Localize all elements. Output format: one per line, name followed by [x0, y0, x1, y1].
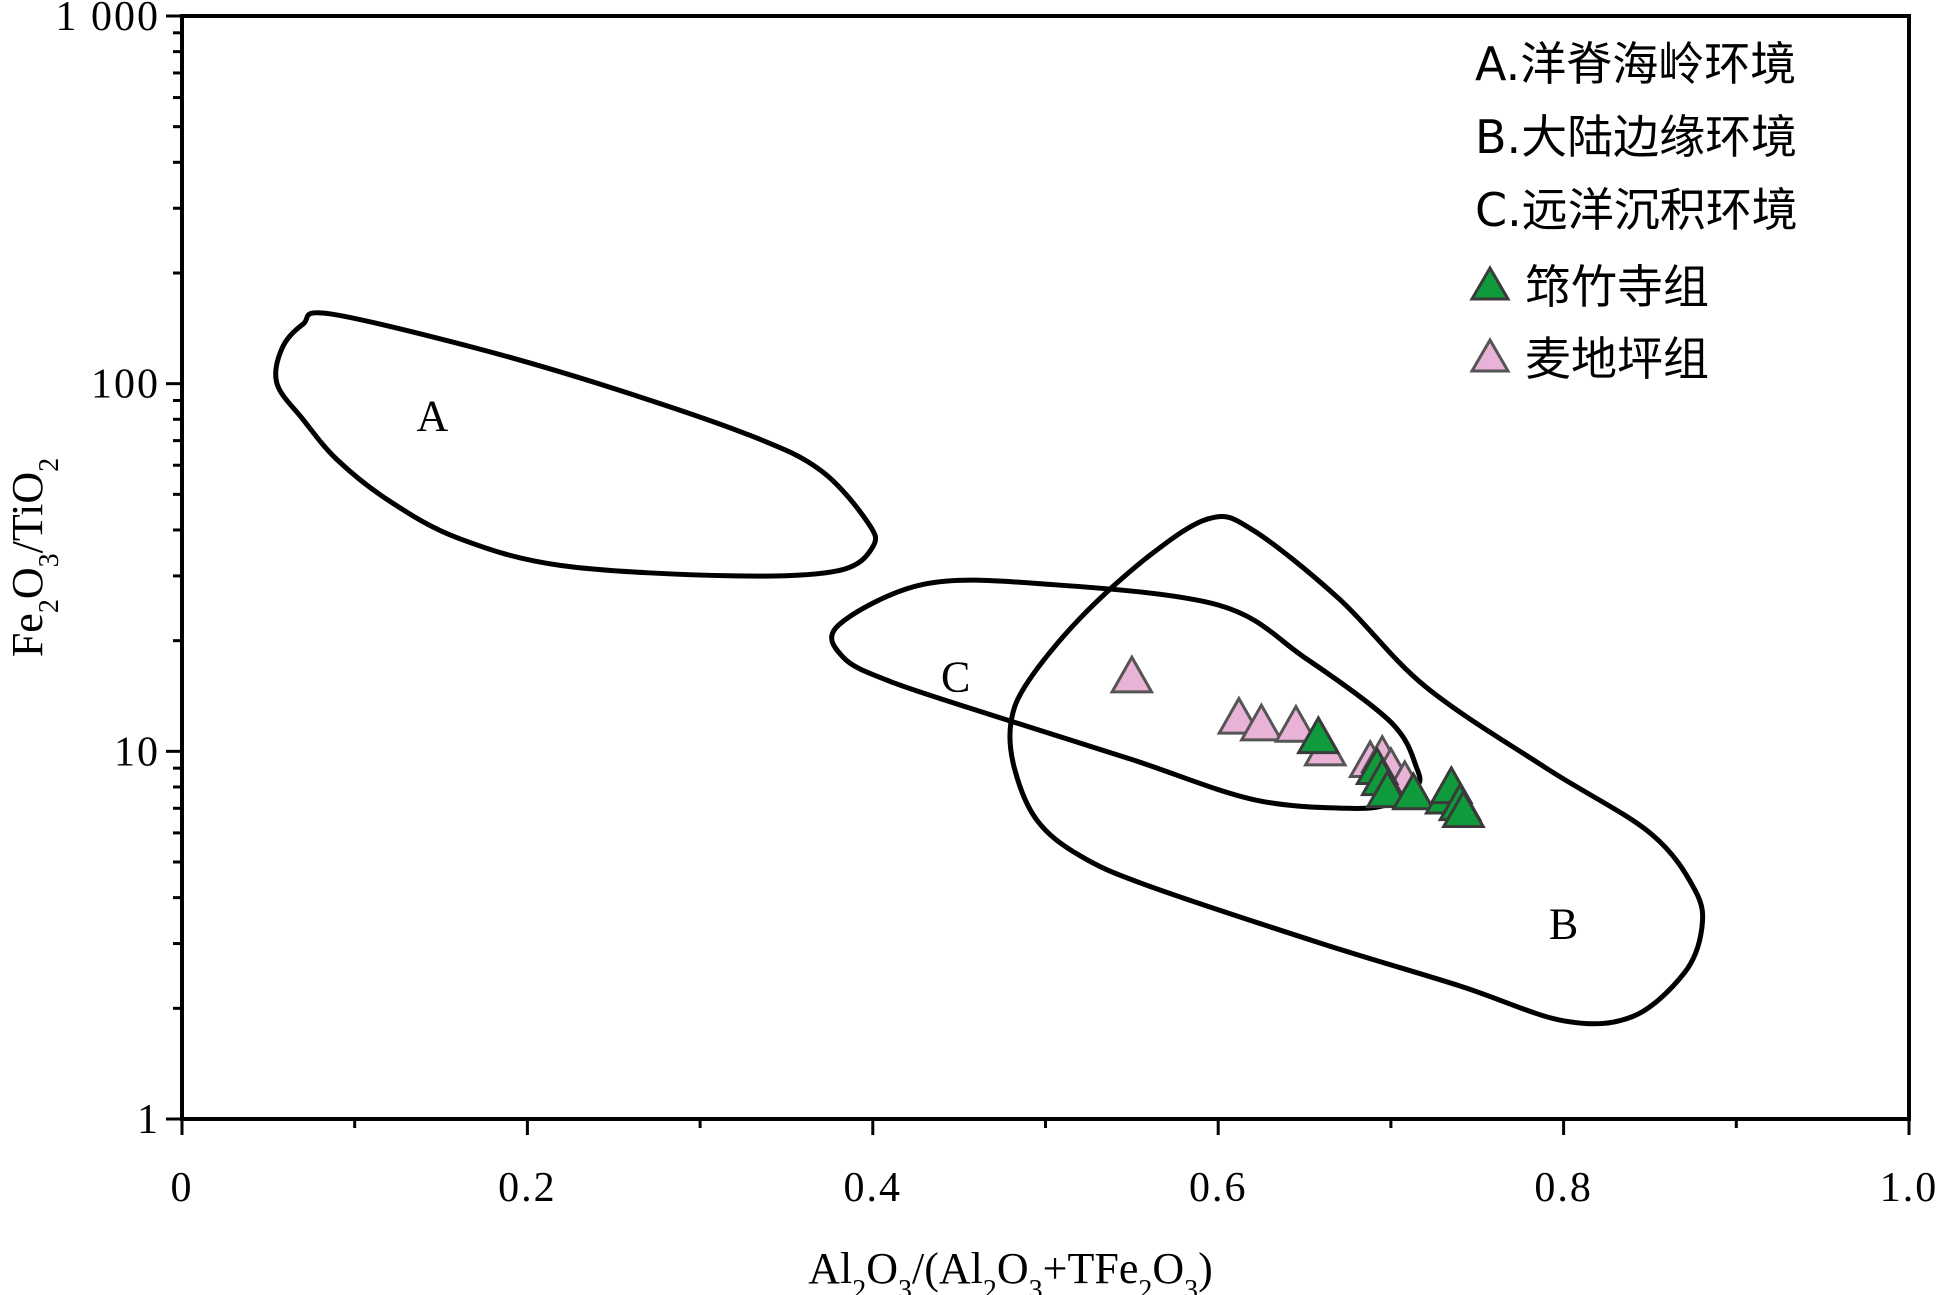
- region-c-outline: [829, 577, 1423, 811]
- region-a-label: A: [417, 391, 449, 440]
- qiongzhusi-point-4: [1391, 771, 1436, 811]
- maidiping-point-2: [1239, 702, 1284, 742]
- maidiping-point-3: [1273, 703, 1319, 743]
- x-tick-label: 0: [171, 1165, 194, 1211]
- plot-frame: [180, 14, 1911, 1121]
- x-tick-label: 0.6: [1189, 1165, 1248, 1211]
- legend-marker-maidiping: [1469, 337, 1511, 373]
- legend-entry-b: B.大陆边缘环境: [1475, 110, 1797, 164]
- legend-entry-qiongzhusi: 筇竹寺组: [1525, 260, 1709, 314]
- legend-entry-maidiping: 麦地坪组: [1525, 332, 1709, 386]
- y-tick-label: 100: [91, 362, 160, 408]
- region-b-label: B: [1549, 900, 1578, 949]
- legend-entry-c: C.远洋沉积环境: [1475, 183, 1798, 237]
- x-axis-title: Al2O3/(Al2O3+TFe2O3): [808, 1244, 1213, 1295]
- x-tick-label: 0.4: [844, 1165, 903, 1211]
- y-tick-label: 1 000: [56, 0, 161, 40]
- y-axis-title: Fe2O3/TiO2: [3, 458, 65, 657]
- legend-entry-a: A.洋脊海岭环境: [1475, 37, 1796, 91]
- axes: 0 0.2 0.4 0.6 0.8 1.0 1 10 100 1 000 Al2O3/(Al2O3+…: [3, 0, 1939, 1295]
- qiongzhusi-point-3: [1365, 768, 1410, 809]
- x-tick-label: 0.2: [498, 1165, 557, 1211]
- x-tick-label: 0.8: [1534, 1165, 1593, 1211]
- region-c-label: C: [941, 652, 970, 701]
- qiongzhusi-point-0: [1296, 714, 1341, 755]
- maidiping-point-0: [1109, 654, 1155, 694]
- region-a-outline: [273, 310, 879, 579]
- legend-marker-qiongzhusi: [1469, 265, 1511, 301]
- x-tick-label: 1.0: [1880, 1165, 1939, 1211]
- y-tick-label: 10: [114, 729, 160, 775]
- qiongzhusi-point-8: [1441, 788, 1486, 829]
- y-tick-label: 1: [137, 1097, 160, 1143]
- region-b-outline: [1007, 514, 1706, 1027]
- data-points: [1109, 654, 1486, 829]
- legend: A.洋脊海岭环境 B.大陆边缘环境 C.远洋沉积环境 筇竹寺组 麦地坪组: [1469, 37, 1798, 386]
- environment-regions: A B C: [273, 310, 1706, 1027]
